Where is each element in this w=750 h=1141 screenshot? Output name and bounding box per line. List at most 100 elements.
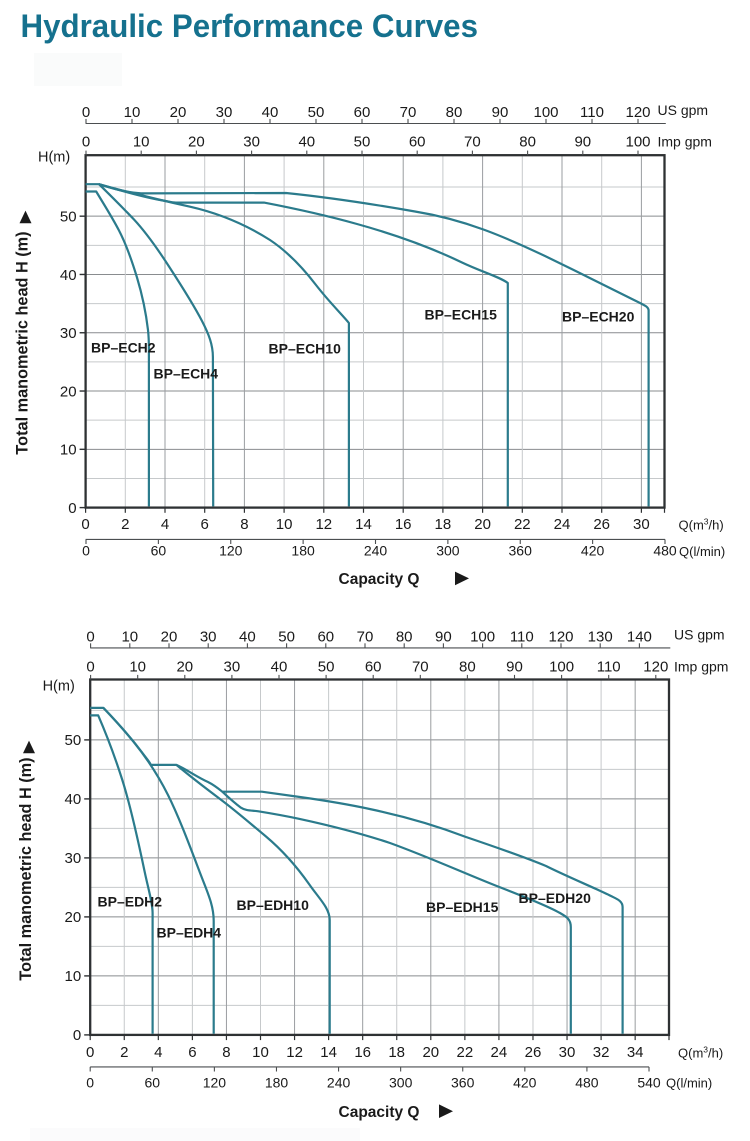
svg-text:100: 100: [470, 629, 495, 646]
svg-text:540: 540: [637, 1075, 661, 1091]
svg-text:30: 30: [633, 516, 650, 533]
svg-text:BP–EDH15: BP–EDH15: [426, 899, 499, 915]
svg-text:240: 240: [364, 543, 388, 559]
svg-text:30: 30: [65, 850, 82, 867]
svg-text:20: 20: [176, 659, 193, 676]
svg-text:BP–ECH10: BP–ECH10: [269, 341, 342, 357]
svg-text:50: 50: [308, 104, 325, 121]
svg-text:22: 22: [457, 1044, 474, 1061]
svg-text:120: 120: [625, 104, 650, 121]
svg-text:90: 90: [574, 133, 591, 150]
svg-text:20: 20: [65, 909, 82, 926]
svg-text:0: 0: [82, 543, 90, 559]
svg-text:100: 100: [549, 659, 574, 676]
svg-text:20: 20: [60, 383, 77, 400]
svg-text:40: 40: [271, 659, 288, 676]
svg-text:10: 10: [60, 442, 77, 459]
svg-text:180: 180: [265, 1075, 289, 1091]
svg-text:110: 110: [580, 104, 604, 121]
svg-text:6: 6: [188, 1044, 196, 1061]
svg-text:10: 10: [133, 133, 150, 150]
svg-text:100: 100: [533, 104, 558, 121]
svg-text:60: 60: [354, 104, 371, 121]
svg-text:8: 8: [222, 1044, 230, 1061]
svg-text:0: 0: [82, 133, 90, 150]
svg-text:0: 0: [81, 516, 89, 533]
svg-text:100: 100: [625, 133, 650, 150]
svg-text:30: 30: [60, 325, 77, 342]
svg-text:10: 10: [124, 104, 141, 121]
svg-text:18: 18: [435, 516, 452, 533]
svg-text:80: 80: [459, 659, 476, 676]
svg-text:40: 40: [262, 104, 279, 121]
svg-text:US gpm: US gpm: [674, 627, 725, 643]
svg-text:Q(m3/h): Q(m3/h): [678, 1044, 723, 1060]
svg-text:H(m): H(m): [43, 679, 75, 695]
svg-text:30: 30: [559, 1044, 576, 1061]
svg-text:40: 40: [60, 267, 77, 284]
svg-text:20: 20: [474, 516, 491, 533]
svg-text:0: 0: [68, 500, 76, 517]
svg-text:120: 120: [219, 543, 243, 559]
svg-text:Imp gpm: Imp gpm: [674, 659, 728, 675]
svg-text:120: 120: [548, 629, 573, 646]
svg-text:Q(l/min): Q(l/min): [666, 1076, 712, 1091]
svg-text:300: 300: [436, 543, 460, 559]
svg-text:70: 70: [400, 104, 417, 121]
svg-text:0: 0: [86, 659, 94, 676]
svg-text:0: 0: [86, 1075, 94, 1091]
svg-text:70: 70: [412, 659, 429, 676]
svg-text:130: 130: [588, 629, 613, 646]
svg-text:16: 16: [354, 1044, 371, 1061]
svg-text:10: 10: [252, 1044, 269, 1061]
svg-text:90: 90: [492, 104, 509, 121]
svg-text:BP–ECH20: BP–ECH20: [562, 309, 635, 325]
svg-text:60: 60: [365, 659, 382, 676]
svg-text:480: 480: [653, 543, 677, 559]
svg-text:480: 480: [575, 1075, 599, 1091]
svg-text:30: 30: [243, 133, 260, 150]
svg-text:420: 420: [581, 543, 605, 559]
svg-text:20: 20: [170, 104, 187, 121]
svg-text:90: 90: [435, 629, 452, 646]
svg-text:360: 360: [509, 543, 533, 559]
svg-text:Q(m3/h): Q(m3/h): [679, 516, 724, 532]
svg-text:8: 8: [240, 516, 248, 533]
svg-text:32: 32: [593, 1044, 610, 1061]
svg-text:80: 80: [446, 104, 463, 121]
svg-text:34: 34: [627, 1044, 644, 1061]
svg-text:40: 40: [239, 629, 256, 646]
svg-text:70: 70: [464, 133, 481, 150]
svg-text:Total manometric head H (m): Total manometric head H (m): [17, 757, 35, 980]
svg-text:30: 30: [200, 629, 217, 646]
svg-text:60: 60: [145, 1075, 161, 1091]
svg-text:50: 50: [318, 659, 335, 676]
svg-text:BP–ECH2: BP–ECH2: [91, 340, 156, 356]
svg-text:0: 0: [86, 629, 94, 646]
svg-text:20: 20: [161, 629, 178, 646]
svg-text:2: 2: [120, 1044, 128, 1061]
svg-text:50: 50: [278, 629, 295, 646]
svg-text:24: 24: [491, 1044, 508, 1061]
svg-text:12: 12: [315, 516, 332, 533]
svg-text:140: 140: [627, 629, 652, 646]
svg-text:BP–EDH10: BP–EDH10: [237, 897, 310, 913]
svg-text:10: 10: [276, 516, 293, 533]
svg-text:18: 18: [388, 1044, 405, 1061]
svg-text:0: 0: [86, 1044, 94, 1061]
svg-text:Imp gpm: Imp gpm: [658, 133, 712, 149]
svg-text:10: 10: [129, 659, 146, 676]
svg-text:12: 12: [286, 1044, 303, 1061]
svg-text:Total manometric head H (m): Total manometric head H (m): [14, 231, 32, 454]
svg-text:60: 60: [151, 543, 167, 559]
svg-text:Hydraulic Performance Curves: Hydraulic Performance Curves: [21, 8, 479, 44]
svg-text:80: 80: [519, 133, 536, 150]
svg-text:4: 4: [154, 1044, 162, 1061]
svg-text:US gpm: US gpm: [658, 102, 709, 118]
svg-text:30: 30: [224, 659, 241, 676]
svg-text:180: 180: [291, 543, 315, 559]
svg-text:60: 60: [317, 629, 334, 646]
svg-text:10: 10: [65, 968, 82, 985]
svg-text:420: 420: [513, 1075, 537, 1091]
svg-text:40: 40: [65, 791, 82, 808]
